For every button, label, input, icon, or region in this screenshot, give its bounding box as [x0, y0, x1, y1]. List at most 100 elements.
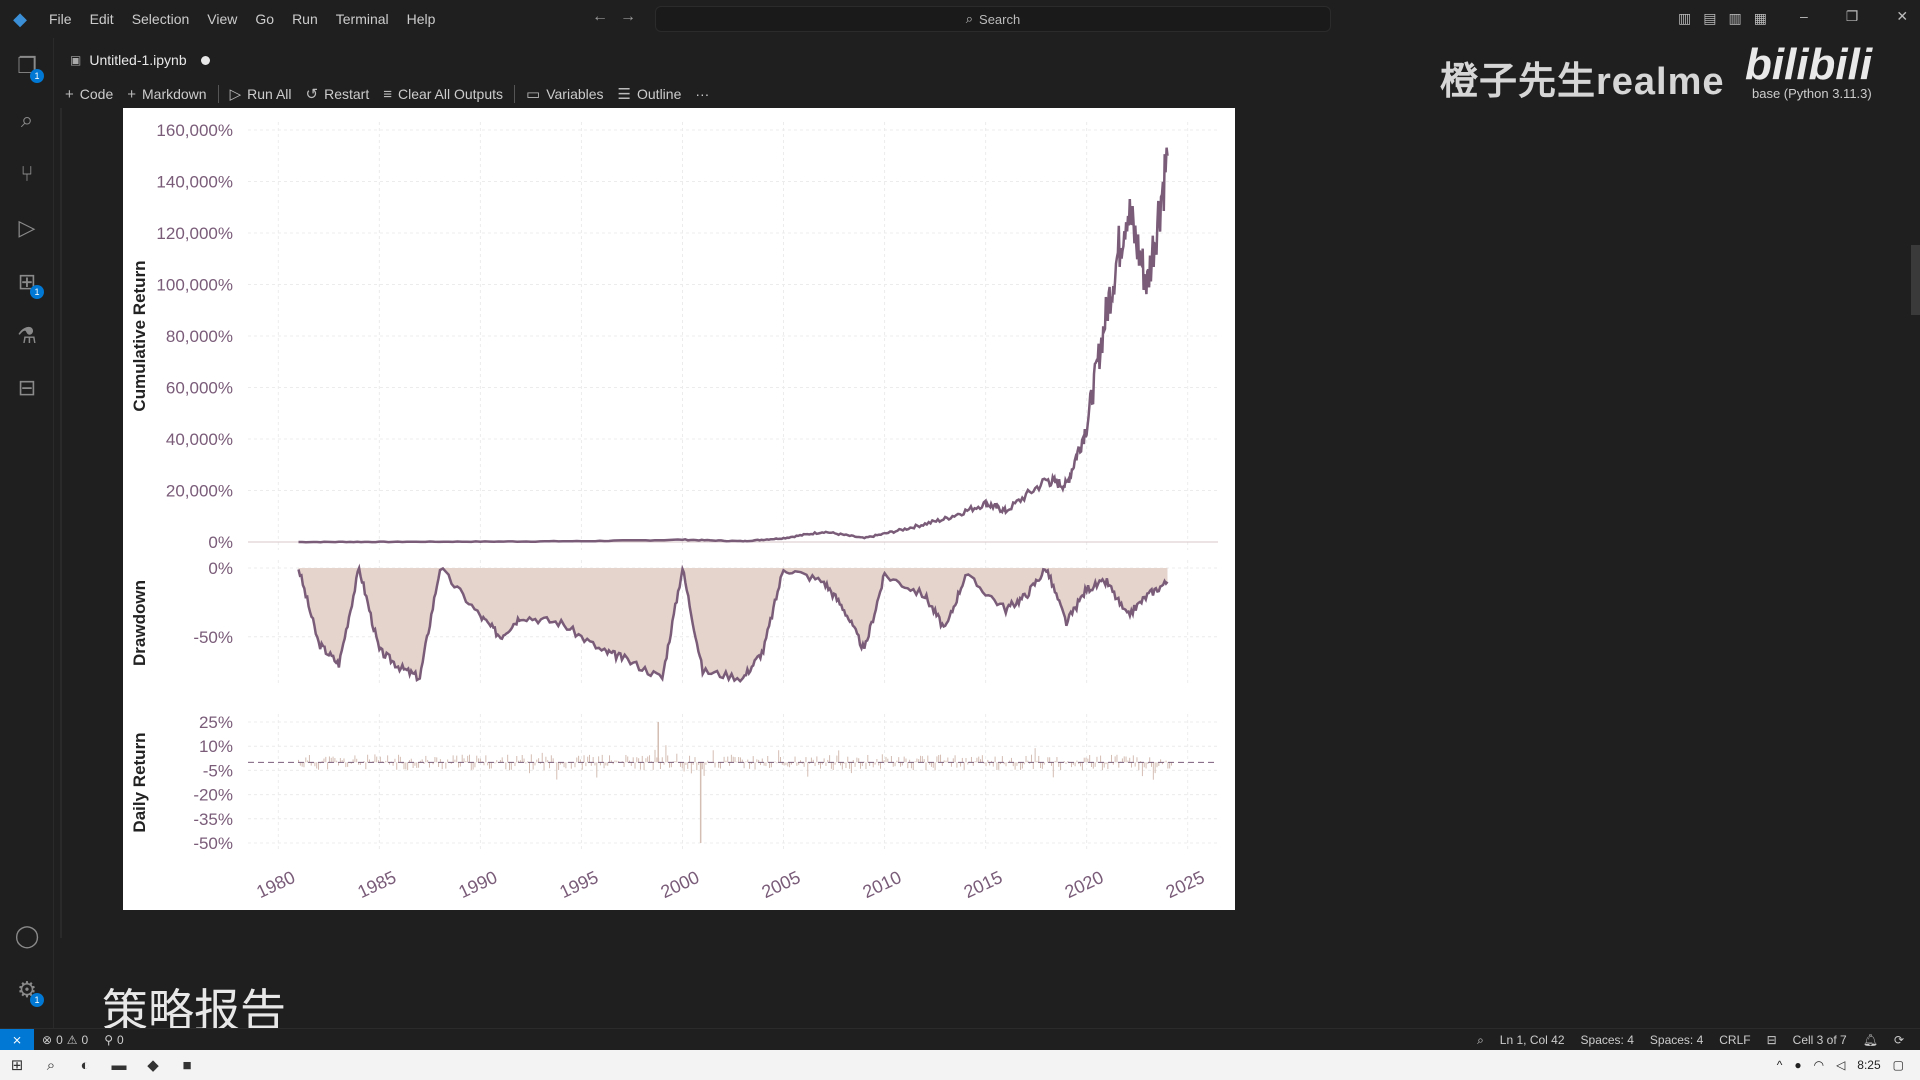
- add-code-label: Code: [79, 86, 114, 102]
- y-tick-label: -50%: [193, 628, 233, 647]
- outline-button[interactable]: ☰ Outline: [611, 81, 689, 107]
- clear-all-outputs-label: Clear All Outputs: [397, 86, 504, 102]
- plus-icon: +: [127, 85, 136, 103]
- notifications-icon[interactable]: 🔔︎: [1862, 1033, 1878, 1047]
- vscode-logo-icon: ◆: [13, 8, 27, 29]
- taskbar-vscode-icon[interactable]: ◆: [147, 1057, 159, 1074]
- ports-indicator[interactable]: ⚲ 0: [96, 1033, 131, 1047]
- extensions-badge: 1: [30, 285, 44, 299]
- minimize-icon[interactable]: –: [1800, 8, 1808, 24]
- outline-label: Outline: [637, 86, 682, 102]
- editor-scrollbar[interactable]: [1911, 245, 1920, 315]
- forward-arrow-icon[interactable]: →: [620, 8, 636, 25]
- settings-gear-icon[interactable]: ⚙ 1: [13, 976, 44, 1007]
- kernel-picker[interactable]: base (Python 3.11.3): [1752, 86, 1872, 101]
- notebook-file-icon: ▣: [70, 53, 82, 67]
- clear-all-outputs-button[interactable]: ≡ Clear All Outputs: [376, 81, 510, 107]
- unsaved-dot-icon[interactable]: [200, 55, 210, 65]
- account-icon[interactable]: ◯: [14, 923, 40, 948]
- layout-controls: ▥ ▤ ▥ ▦: [1678, 10, 1767, 27]
- menu-terminal[interactable]: Terminal: [335, 11, 389, 27]
- notification-center-icon[interactable]: ▢: [1892, 1058, 1904, 1072]
- cell-output-plot: 1980 1985 1990 1995 2000 2005 2010 2015 2020 2025…: [123, 108, 1235, 910]
- x-tick-label: 2005: [759, 867, 804, 902]
- run-all-button[interactable]: ▷ Run All: [223, 81, 299, 107]
- indentation-1[interactable]: Spaces: 4: [1580, 1033, 1634, 1047]
- tab-untitled-notebook[interactable]: ▣ Untitled-1.ipynb: [58, 45, 222, 75]
- outline-icon: ☰: [617, 86, 631, 103]
- taskbar-app-icon[interactable]: ■: [182, 1056, 192, 1074]
- search-icon[interactable]: ⌕: [20, 107, 34, 132]
- run-all-icon: ▷: [229, 86, 242, 103]
- add-code-cell-button[interactable]: + Code: [58, 81, 120, 107]
- menu-go[interactable]: Go: [255, 11, 275, 27]
- y-tick-label: -20%: [193, 786, 233, 805]
- volume-icon[interactable]: ◁: [1836, 1058, 1846, 1072]
- run-debug-icon[interactable]: ▷: [18, 215, 36, 240]
- toggle-panel-icon[interactable]: ▤: [1703, 10, 1717, 26]
- sync-icon[interactable]: ⟳: [1893, 1033, 1904, 1047]
- clock[interactable]: 8:25: [1857, 1058, 1881, 1072]
- line-ending[interactable]: CRLF: [1719, 1033, 1751, 1047]
- zoom-icon[interactable]: ⌕: [1477, 1032, 1484, 1047]
- cell-indicator[interactable]: Cell 3 of 7: [1792, 1033, 1847, 1047]
- y-tick-label: 160,000%: [156, 121, 233, 140]
- y-axis-label: Daily Return: [130, 732, 149, 832]
- menu-help[interactable]: Help: [406, 11, 436, 27]
- y-tick-label: 100,000%: [156, 276, 233, 295]
- remote-indicator-icon[interactable]: ⨯: [0, 1028, 34, 1051]
- extensions-icon[interactable]: ⊞ 1: [13, 268, 44, 299]
- text-layer: 1980 1985 1990 1995 2000 2005 2010 2015 2020 2025…: [130, 121, 1208, 902]
- toggle-primary-sidebar-icon[interactable]: ▥: [1678, 10, 1692, 26]
- add-markdown-cell-button[interactable]: + Markdown: [120, 81, 213, 107]
- add-markdown-label: Markdown: [142, 86, 207, 102]
- microphone-icon[interactable]: ●: [1794, 1058, 1802, 1072]
- close-icon[interactable]: ✕: [1896, 8, 1909, 24]
- y-tick-label: 10%: [199, 737, 233, 756]
- y-tick-label: 40,000%: [166, 430, 233, 449]
- toolbar-divider: [217, 85, 219, 103]
- ports-icon: ⚲: [104, 1032, 113, 1047]
- source-control-icon[interactable]: ⑂: [20, 161, 34, 186]
- command-center-search[interactable]: ⌕ Search: [655, 6, 1331, 32]
- drawdown-line: [297, 563, 1169, 684]
- problems-indicator[interactable]: ⊗ 0 ⚠ 0: [34, 1033, 96, 1047]
- y-tick-label: 80,000%: [166, 327, 233, 346]
- menu-view[interactable]: View: [207, 11, 238, 27]
- ports-count: 0: [117, 1032, 124, 1047]
- y-tick-label: 140,000%: [156, 173, 233, 192]
- testing-icon[interactable]: ⚗: [17, 323, 37, 348]
- restore-icon[interactable]: ❐: [1845, 8, 1859, 24]
- toggle-secondary-sidebar-icon[interactable]: ▥: [1728, 10, 1742, 26]
- run-all-label: Run All: [247, 86, 292, 102]
- y-axis-label: Drawdown: [130, 580, 149, 666]
- notebook-layout-icon[interactable]: ⊟: [1766, 1033, 1777, 1047]
- taskbar-edge-icon[interactable]: ◐: [80, 1056, 90, 1074]
- customize-layout-icon[interactable]: ▦: [1753, 10, 1767, 26]
- editor-tabs: ▣ Untitled-1.ipynb: [58, 44, 222, 76]
- indentation-2[interactable]: Spaces: 4: [1649, 1033, 1704, 1047]
- windows-start-icon[interactable]: ⊞: [10, 1057, 24, 1074]
- explorer-icon[interactable]: ❐ 1: [13, 52, 44, 83]
- network-icon[interactable]: ◠: [1813, 1058, 1825, 1072]
- remote-explorer-icon[interactable]: ⊟: [17, 375, 37, 400]
- taskbar-search-icon[interactable]: ⌕: [46, 1056, 56, 1074]
- cell-gutter: [60, 108, 62, 938]
- variables-button[interactable]: ▭ Variables: [519, 81, 611, 107]
- window-controls: – ❐ ✕: [1800, 8, 1908, 25]
- tray-chevron-icon[interactable]: ^: [1776, 1058, 1783, 1072]
- more-actions-button[interactable]: ···: [688, 81, 716, 107]
- menu-file[interactable]: File: [49, 11, 72, 27]
- menu-run[interactable]: Run: [292, 11, 318, 27]
- x-tick-label: 1995: [557, 867, 602, 902]
- menu-edit[interactable]: Edit: [89, 11, 114, 27]
- menu-selection[interactable]: Selection: [131, 11, 190, 27]
- strategy-charts: 1980 1985 1990 1995 2000 2005 2010 2015 2020 2025…: [130, 121, 1218, 902]
- variables-icon: ▭: [526, 86, 541, 103]
- warning-count: 0: [81, 1032, 89, 1047]
- cursor-position[interactable]: Ln 1, Col 42: [1499, 1033, 1565, 1047]
- taskbar-explorer-icon[interactable]: ▬: [111, 1056, 127, 1074]
- restart-button[interactable]: ↺ Restart: [299, 81, 377, 107]
- search-icon: ⌕: [965, 11, 974, 26]
- back-arrow-icon[interactable]: ←: [592, 8, 608, 25]
